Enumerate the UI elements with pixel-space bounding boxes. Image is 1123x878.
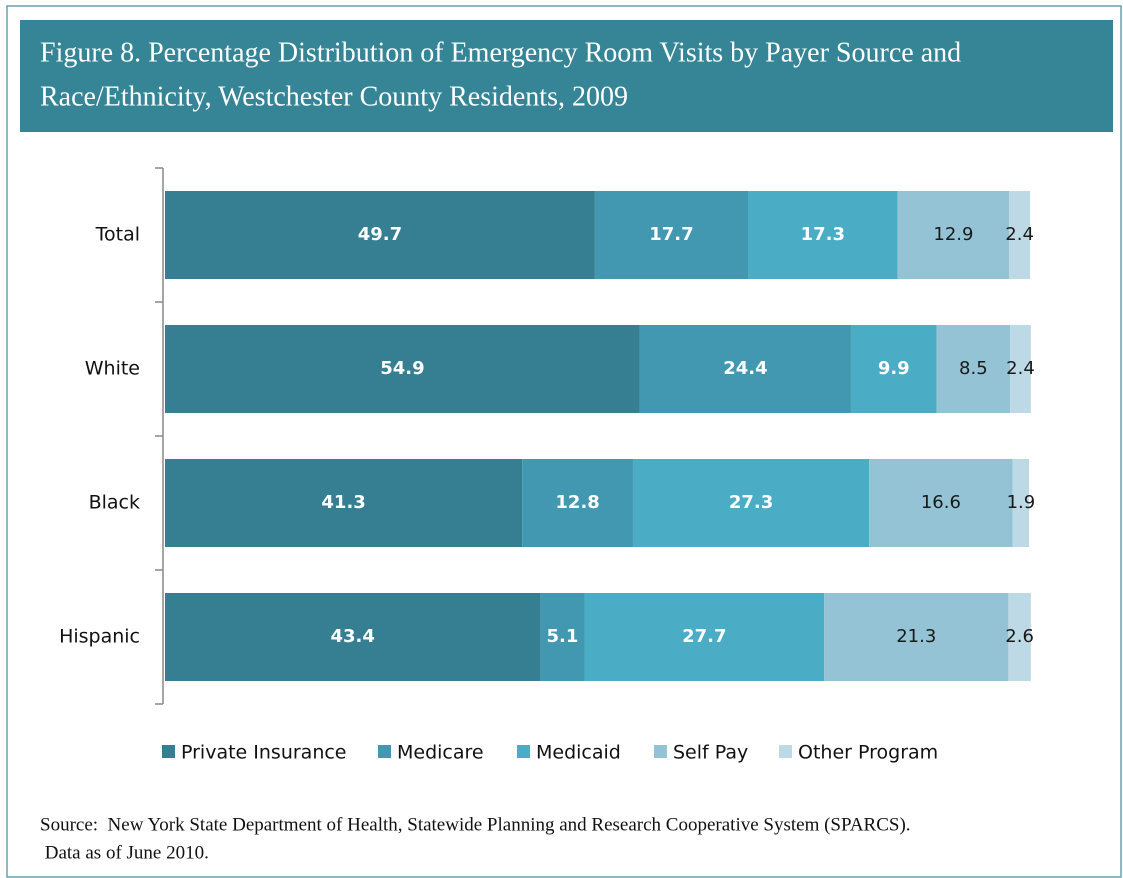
legend-label: Self Pay xyxy=(673,742,748,764)
data-label: 2.6 xyxy=(1005,626,1034,647)
bar-segment xyxy=(594,191,749,279)
bar-segment xyxy=(824,593,1009,681)
legend-swatch xyxy=(779,745,792,758)
y-tick-label: Black xyxy=(89,492,140,514)
bar-segment xyxy=(584,593,825,681)
bar-segment xyxy=(522,459,633,547)
data-label: 16.6 xyxy=(921,492,961,513)
legend-swatch xyxy=(162,745,175,758)
source-note: Data as of June 2010. xyxy=(40,842,209,863)
bar-segment xyxy=(165,459,523,547)
chart-title: Race/Ethnicity, Westchester County Resid… xyxy=(40,81,628,112)
data-label: 21.3 xyxy=(896,626,936,647)
data-label: 5.1 xyxy=(547,626,579,647)
legend-label: Other Program xyxy=(798,742,938,764)
bar-segment xyxy=(165,593,541,681)
bar-segment xyxy=(897,191,1010,279)
bar-segment xyxy=(632,459,870,547)
bar-segment xyxy=(748,191,898,279)
data-label: 12.9 xyxy=(933,224,973,245)
legend-swatch xyxy=(378,745,391,758)
bar-segment xyxy=(540,593,585,681)
source-note: Source: New York State Department of Hea… xyxy=(40,814,911,835)
bar-segment xyxy=(1008,593,1031,681)
bar-segment xyxy=(165,191,595,279)
legend-label: Medicare xyxy=(397,742,484,764)
data-label: 17.7 xyxy=(649,224,693,245)
legend-label: Medicaid xyxy=(536,742,621,764)
data-label: 8.5 xyxy=(959,358,988,379)
legend-swatch xyxy=(517,745,530,758)
data-label: 12.8 xyxy=(555,492,599,513)
bar-segment xyxy=(869,459,1013,547)
bar-segment xyxy=(1010,325,1031,413)
data-label: 27.3 xyxy=(729,492,773,513)
y-tick-label: Total xyxy=(95,224,140,246)
legend-swatch xyxy=(654,745,667,758)
bar-segment xyxy=(1012,459,1030,547)
chart-title: Figure 8. Percentage Distribution of Eme… xyxy=(40,37,961,68)
data-label: 54.9 xyxy=(380,358,424,379)
y-tick-label: White xyxy=(85,358,140,380)
frame xyxy=(6,5,1122,878)
data-label: 2.4 xyxy=(1006,358,1035,379)
bar-segment xyxy=(165,325,640,413)
data-label: 2.4 xyxy=(1005,224,1034,245)
data-label: 17.3 xyxy=(801,224,845,245)
data-label: 41.3 xyxy=(321,492,365,513)
data-label: 43.4 xyxy=(330,626,374,647)
data-label: 27.7 xyxy=(682,626,726,647)
bar-segment xyxy=(639,325,851,413)
bar-segment xyxy=(850,325,937,413)
title-banner xyxy=(20,20,1113,132)
data-label: 1.9 xyxy=(1007,492,1036,513)
bar-segment xyxy=(936,325,1011,413)
bar-segment xyxy=(1009,191,1030,279)
data-label: 24.4 xyxy=(723,358,767,379)
data-label: 9.9 xyxy=(878,358,910,379)
y-tick-label: Hispanic xyxy=(59,626,140,648)
legend-label: Private Insurance xyxy=(181,742,347,764)
data-label: 49.7 xyxy=(358,224,402,245)
